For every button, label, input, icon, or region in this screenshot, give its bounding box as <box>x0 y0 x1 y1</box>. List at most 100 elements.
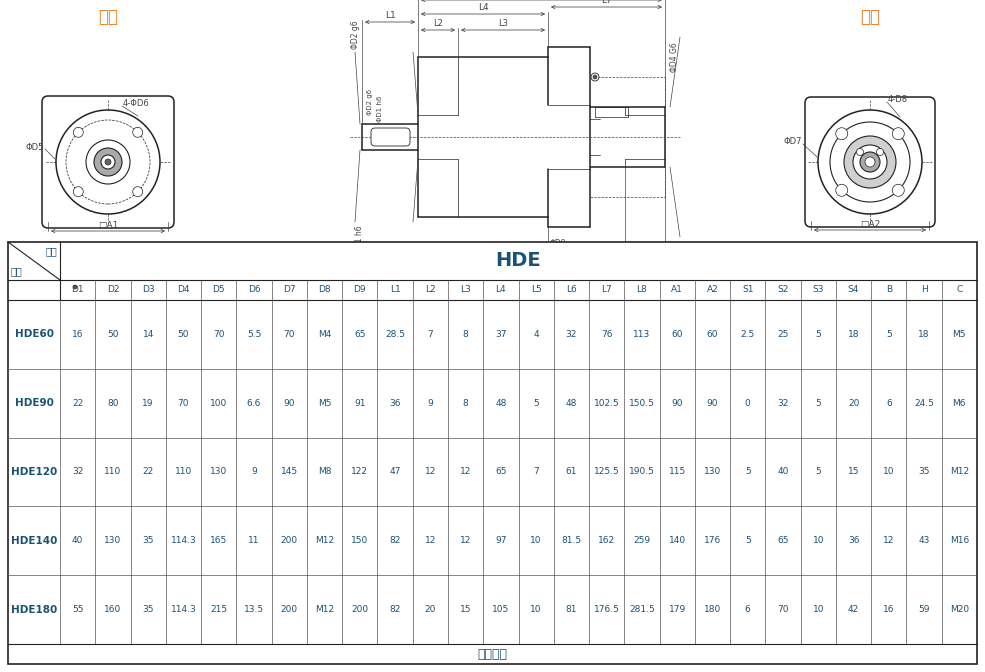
Text: 150: 150 <box>352 536 368 545</box>
Text: 4: 4 <box>533 330 539 339</box>
Text: L1: L1 <box>390 286 401 294</box>
Circle shape <box>101 155 115 169</box>
Text: 100: 100 <box>210 398 228 408</box>
Text: 10: 10 <box>813 536 824 545</box>
Text: 9: 9 <box>427 398 433 408</box>
Text: A1: A1 <box>671 286 684 294</box>
Text: 0: 0 <box>745 398 751 408</box>
Text: S4: S4 <box>260 317 270 326</box>
Text: M16: M16 <box>950 536 969 545</box>
Text: M12: M12 <box>315 536 334 545</box>
Text: 60: 60 <box>672 330 683 339</box>
Text: 24.5: 24.5 <box>914 398 934 408</box>
Text: L1: L1 <box>384 11 395 20</box>
Text: ΦD1 h6: ΦD1 h6 <box>356 225 364 253</box>
Text: 70: 70 <box>177 398 189 408</box>
Text: H: H <box>30 282 36 292</box>
Circle shape <box>66 120 150 204</box>
Text: 97: 97 <box>495 536 506 545</box>
Circle shape <box>133 187 143 197</box>
Text: 176.5: 176.5 <box>594 605 620 614</box>
Text: M6: M6 <box>952 398 966 408</box>
Text: 81: 81 <box>565 605 577 614</box>
Text: 7: 7 <box>427 330 433 339</box>
Text: 200: 200 <box>352 605 368 614</box>
Text: 输入: 输入 <box>860 8 880 26</box>
Text: L5: L5 <box>531 286 542 294</box>
Text: S2: S2 <box>777 286 789 294</box>
Text: 82: 82 <box>389 536 401 545</box>
Text: 48: 48 <box>495 398 506 408</box>
Circle shape <box>853 145 887 179</box>
Text: 122: 122 <box>352 468 368 476</box>
Text: 5: 5 <box>816 398 821 408</box>
Text: 5.5: 5.5 <box>247 330 261 339</box>
Text: 7: 7 <box>533 468 539 476</box>
Text: 65: 65 <box>495 468 506 476</box>
Text: 4-D8: 4-D8 <box>888 95 908 105</box>
Text: ΦD5: ΦD5 <box>26 142 44 151</box>
Bar <box>8 242 977 664</box>
Text: 47: 47 <box>389 468 401 476</box>
Text: 5: 5 <box>533 398 539 408</box>
Text: 10: 10 <box>813 605 824 614</box>
Bar <box>235 262 295 294</box>
Text: 12: 12 <box>460 536 471 545</box>
Bar <box>245 262 273 274</box>
Text: 180: 180 <box>704 605 721 614</box>
Text: 16: 16 <box>72 330 84 339</box>
Text: HDE60: HDE60 <box>15 329 53 339</box>
Text: 28.5: 28.5 <box>385 330 405 339</box>
Circle shape <box>65 277 85 297</box>
Text: C: C <box>220 280 225 288</box>
Text: M12: M12 <box>950 468 969 476</box>
Text: 客户定制: 客户定制 <box>478 648 507 661</box>
Text: S4: S4 <box>848 286 859 294</box>
Text: 200: 200 <box>281 605 297 614</box>
Text: 35: 35 <box>143 536 154 545</box>
Text: 50: 50 <box>107 330 118 339</box>
Text: 114.3: 114.3 <box>170 605 196 614</box>
Circle shape <box>94 148 122 176</box>
Text: 60: 60 <box>706 330 718 339</box>
Circle shape <box>86 140 130 184</box>
Text: 70: 70 <box>213 330 225 339</box>
Text: 10: 10 <box>530 536 542 545</box>
Text: 15: 15 <box>460 605 472 614</box>
Text: 110: 110 <box>104 468 121 476</box>
Text: M4: M4 <box>318 330 331 339</box>
Text: 5: 5 <box>745 536 751 545</box>
Text: L7: L7 <box>601 0 612 5</box>
Text: A2: A2 <box>706 286 718 294</box>
Text: 140: 140 <box>669 536 686 545</box>
Text: 10: 10 <box>884 468 894 476</box>
Text: 5: 5 <box>745 468 751 476</box>
Text: 16: 16 <box>884 605 894 614</box>
Text: 259: 259 <box>633 536 650 545</box>
Text: 91: 91 <box>354 398 365 408</box>
Circle shape <box>865 157 875 167</box>
Text: HDE180: HDE180 <box>11 605 57 615</box>
Text: H: H <box>921 286 928 294</box>
Text: L7: L7 <box>601 286 612 294</box>
Text: 6: 6 <box>886 398 891 408</box>
Text: 15: 15 <box>848 468 859 476</box>
Text: L8: L8 <box>636 286 647 294</box>
Text: 90: 90 <box>284 398 295 408</box>
Text: M12: M12 <box>315 605 334 614</box>
Text: 165: 165 <box>210 536 228 545</box>
Circle shape <box>70 282 80 292</box>
Text: ΦD1 h6: ΦD1 h6 <box>377 96 383 122</box>
Text: 9: 9 <box>251 468 257 476</box>
Text: 2.5: 2.5 <box>741 330 755 339</box>
Text: 4-ΦD6: 4-ΦD6 <box>123 99 150 108</box>
Circle shape <box>830 122 910 202</box>
Text: ΦD7: ΦD7 <box>783 138 802 146</box>
Text: HDE: HDE <box>495 251 542 271</box>
Text: M8: M8 <box>318 468 331 476</box>
Text: ΦD4 G6: ΦD4 G6 <box>670 42 679 72</box>
Text: 5: 5 <box>816 468 821 476</box>
Text: 22: 22 <box>143 468 154 476</box>
Text: 162: 162 <box>598 536 616 545</box>
Text: S3: S3 <box>813 286 824 294</box>
